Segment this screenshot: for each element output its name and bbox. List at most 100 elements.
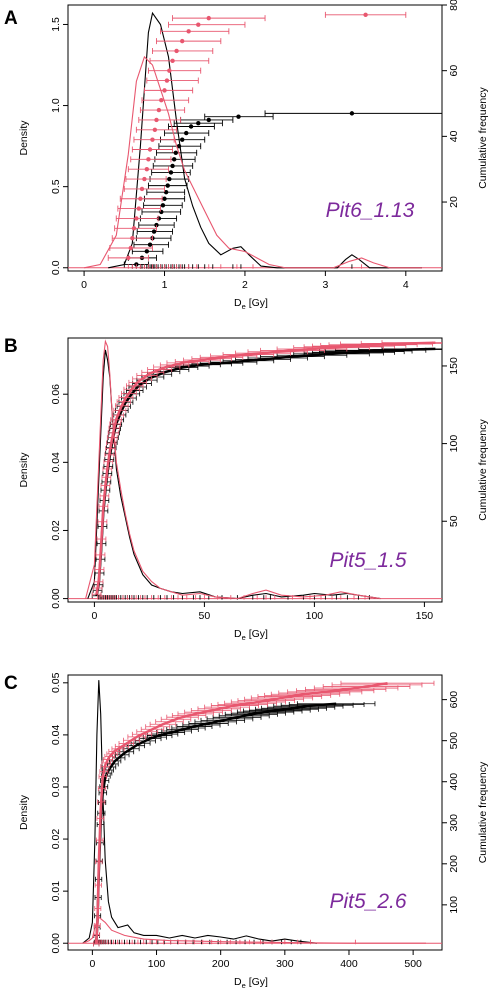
plot-frame (67, 674, 443, 951)
cumulative-point (206, 15, 211, 21)
cumulative-point (131, 226, 137, 231)
cumulative-point (154, 222, 159, 228)
cumulative-point (206, 117, 211, 123)
y2-tick-label: 400 (448, 773, 460, 791)
cumulative-point (188, 124, 194, 129)
panel-letter: B (4, 336, 18, 357)
density-curve (82, 680, 317, 944)
panel-letter: C (4, 673, 18, 694)
density-curve (82, 916, 426, 944)
x-tick-label: 4 (403, 279, 409, 291)
x-axis-title: De [Gy] (234, 628, 268, 642)
cumulative-point (236, 114, 241, 119)
y-axis-title: Density (18, 794, 30, 830)
y-axis-title: Density (18, 120, 30, 156)
series-black (108, 11, 442, 269)
cumulative-point (160, 203, 166, 208)
cumulative-point (168, 170, 174, 175)
plot-frame (67, 4, 443, 272)
cumulative-point (150, 137, 155, 142)
cumulative-point (170, 163, 175, 169)
y2-axis-title: Cumulative frequency (477, 418, 489, 520)
y-tick-label: 1.5 (50, 17, 62, 32)
y-tick-label: 0.04 (50, 452, 62, 473)
x-tick-label: 3 (322, 279, 328, 291)
x-tick-label: 100 (306, 610, 324, 622)
x-tick-label: 2 (242, 279, 248, 291)
y2-tick-label: 60 (448, 65, 460, 77)
cumulative-point (136, 206, 141, 211)
series-red (82, 680, 435, 947)
series-black (87, 346, 442, 600)
cumulative-point (126, 255, 131, 261)
x-tick-label: 0 (89, 958, 95, 970)
x-tick-label: 1 (162, 279, 168, 291)
cumulative-point (130, 235, 135, 241)
cumulative-point (196, 121, 201, 126)
cumulative-point (167, 68, 172, 73)
cumulative-point (349, 111, 355, 116)
y-tick-label: 0.02 (50, 520, 62, 541)
cumulative-point (165, 183, 170, 188)
x-tick-label: 500 (404, 958, 422, 970)
cumulative-point (163, 189, 169, 195)
cumulative-point (147, 147, 153, 152)
sample-label: Pit5_1.5 (329, 549, 406, 572)
density-curve (87, 349, 381, 600)
cumulative-point (186, 29, 191, 34)
y-axis-title: Density (18, 452, 30, 488)
cumulative-point (171, 157, 177, 162)
series-red (85, 339, 442, 600)
y-tick-label: 0.00 (50, 588, 62, 609)
y-tick-label: 0.0 (50, 260, 62, 275)
y-tick-label: 0.05 (50, 672, 62, 693)
x-tick-label: 300 (276, 958, 294, 970)
y2-tick-label: 40 (448, 130, 460, 142)
cumulative-point (159, 209, 164, 215)
x-tick-label: 400 (340, 958, 358, 970)
panel-A: A 0 1 2 3 4 0.0 0.5 1.0 1.5 20 40 60 80 De [Gy] Density… (4, 0, 489, 311)
y2-tick-label: 100 (448, 435, 460, 453)
density-curve (83, 55, 422, 269)
cumulative-point (184, 130, 189, 136)
x-tick-label: 0 (91, 610, 97, 622)
plot-area (68, 339, 442, 600)
cumulative-point (174, 48, 179, 54)
cumulative-point (196, 22, 201, 27)
cumulative-point (363, 12, 368, 18)
y2-tick-label: 150 (448, 357, 460, 375)
cumulative-point (173, 150, 178, 155)
cumulative-line (94, 681, 388, 944)
cumulative-point (152, 127, 158, 132)
cumulative-point (147, 242, 153, 247)
panel-letter: A (4, 8, 18, 29)
cumulative-point (144, 249, 150, 254)
y2-axis-title: Cumulative frequency (477, 86, 489, 188)
plot-area (68, 11, 442, 269)
y-tick-label: 1.0 (50, 98, 62, 113)
cumulative-point (139, 186, 145, 192)
x-axis-title: De [Gy] (234, 976, 268, 990)
sample-label: Pit6_1.13 (326, 199, 415, 222)
plot-frame (67, 337, 443, 603)
y2-tick-label: 20 (448, 196, 460, 208)
y-tick-label: 0.02 (50, 829, 62, 850)
sample-label: Pit5_2.6 (329, 890, 406, 913)
cumulative-point (159, 98, 164, 103)
plot-area (68, 680, 442, 947)
panel-C: C 0 100 200 300 400 500 0.00 0.01 0.02 0.03 0.04 0.0… (4, 672, 489, 990)
cumulative-point (146, 157, 151, 162)
y2-tick-label: 500 (448, 732, 460, 750)
x-tick-label: 200 (212, 958, 230, 970)
cumulative-point (142, 176, 147, 182)
cumulative-point (162, 196, 167, 201)
x-tick-label: 100 (148, 958, 166, 970)
density-curve (108, 11, 422, 269)
y-tick-label: 0.01 (50, 881, 62, 902)
y2-tick-label: 300 (448, 814, 460, 832)
cumulative-point (144, 166, 150, 172)
y2-tick-label: 50 (448, 515, 460, 527)
y2-tick-label: 200 (448, 855, 460, 873)
cumulative-point (180, 137, 185, 142)
